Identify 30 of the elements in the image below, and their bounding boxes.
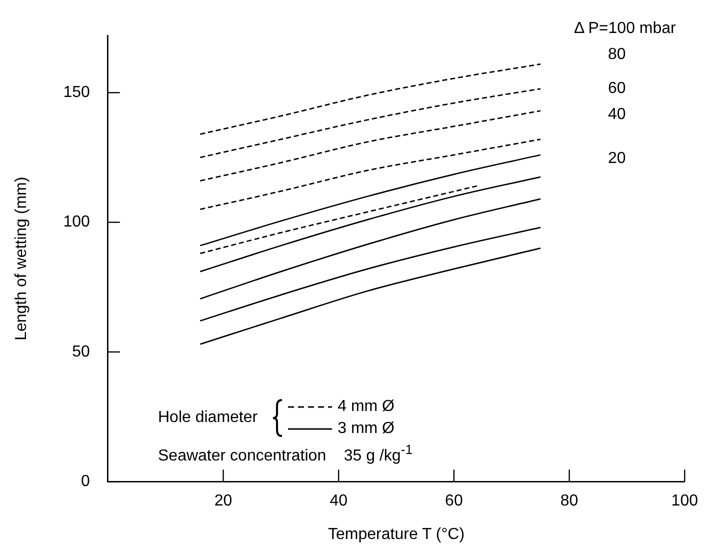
line-series (199, 198, 542, 300)
annotation: 20 (608, 150, 626, 168)
line-series (199, 154, 542, 246)
line-series (199, 138, 542, 210)
annotation: 60 (608, 80, 626, 98)
annotation: 40 (608, 106, 626, 124)
legend-label: 4 mm Ø (338, 398, 394, 416)
line-series (199, 185, 478, 254)
y-axis-title: Length of wetting (mm) (13, 176, 30, 340)
annotation: 80 (608, 46, 626, 64)
line-series (199, 88, 542, 158)
x-tick-label: 100 (671, 492, 698, 510)
x-axis-title: Temperature T (°C) (328, 526, 465, 543)
line-series (199, 63, 542, 135)
x-tick-label: 40 (330, 492, 348, 510)
line-series (199, 176, 542, 272)
y-tick-label: 100 (63, 214, 90, 231)
line-series (199, 226, 542, 322)
legend-title: Hole diameter (158, 409, 258, 427)
annotation: Δ P=100 mbar (574, 20, 676, 38)
x-tick-label: 60 (445, 492, 463, 510)
y-tick-label: 0 (80, 473, 90, 490)
y-tick-label: 50 (72, 343, 90, 360)
x-tick-label: 80 (560, 492, 578, 510)
annotation: Seawater concentration 35 g /kg$^{-1}$ (158, 442, 413, 466)
x-tick-label: 20 (214, 492, 232, 510)
legend-label: 3 mm Ø (338, 420, 394, 438)
line-series (199, 110, 542, 182)
line-series (199, 248, 542, 345)
y-tick-label: 150 (63, 84, 90, 102)
